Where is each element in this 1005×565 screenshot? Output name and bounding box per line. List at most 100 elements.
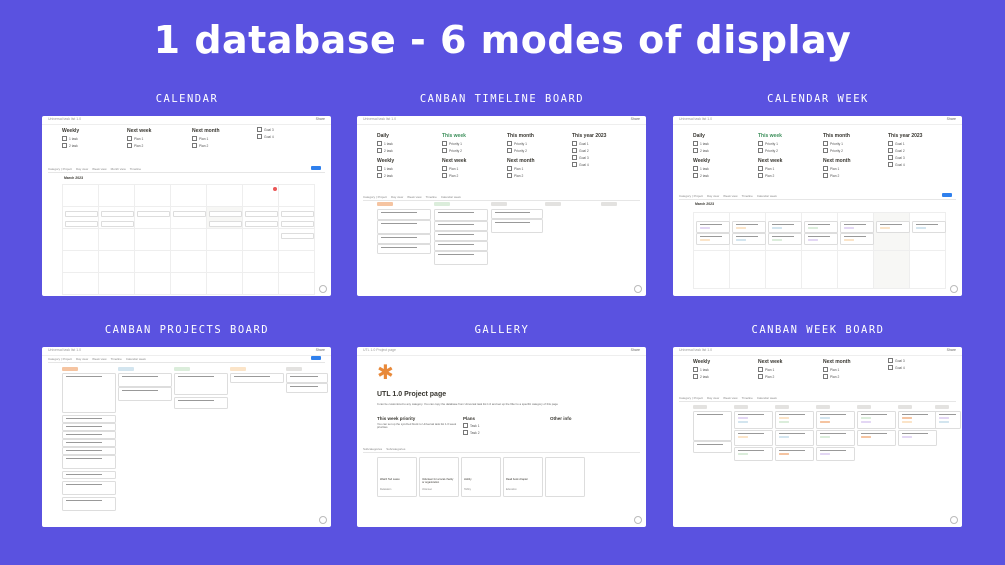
task-item[interactable]: 2 task [377,148,393,153]
task-card[interactable] [840,221,874,233]
task-card[interactable] [840,233,874,245]
task-card[interactable] [286,373,328,383]
help-icon[interactable] [950,516,958,524]
calendar-day-cell[interactable] [243,273,279,295]
calendar-day-cell[interactable] [279,207,315,229]
task-card[interactable] [696,233,730,245]
calendar-week-screenshot[interactable]: Universal task list 1.0 Share Daily 1 ta… [673,116,962,296]
priority-item[interactable]: Priority 2 [823,148,850,153]
gallery-tabs[interactable]: Subcategories Subcategories [363,446,640,453]
calendar-day-cell[interactable] [135,207,171,229]
calendar-day-cell[interactable] [243,185,279,207]
calendar-event-chip[interactable] [245,211,278,217]
plan-item[interactable]: Plan 1 [823,367,851,372]
share-button[interactable]: Share [315,117,325,121]
week-day-cell[interactable] [874,251,910,289]
task-card[interactable] [434,241,488,251]
view-tabs[interactable]: Category | Project Day view Week view Timel… [363,194,640,201]
projects-board[interactable] [42,365,331,525]
task-card[interactable] [377,234,431,244]
task-card[interactable] [118,387,172,401]
goal-item[interactable]: Goal 4 [888,162,922,167]
calendar-day-cell[interactable] [171,251,207,273]
new-button[interactable] [311,356,321,360]
task-item[interactable]: 2 task [693,374,710,379]
gallery-screenshot[interactable]: UTL 1.0 Project page Share ✱ UTL 1.0 Pro… [357,347,646,527]
task-card[interactable] [898,430,937,446]
week-day-cell[interactable] [766,251,802,289]
task-card[interactable] [62,423,116,431]
calendar-day-cell[interactable] [135,185,171,207]
goal-item[interactable]: Goal 2 [888,148,922,153]
task-card[interactable] [857,430,896,446]
task-card[interactable] [62,481,116,495]
plan-item[interactable]: Plan 1 [192,136,220,141]
goal-item[interactable]: Goal 3 [572,155,606,160]
share-button[interactable]: Share [315,348,325,352]
calendar-day-cell[interactable] [279,229,315,251]
task-card[interactable] [62,415,116,423]
task-item[interactable]: 1 task [693,367,710,372]
plan-item[interactable]: Plan 1 [823,166,851,171]
calendar-day-cell[interactable] [135,229,171,251]
projects-board-screenshot[interactable]: Universal task list 1.0 Share Category |… [42,347,331,527]
calendar-day-cell[interactable] [99,251,135,273]
help-icon[interactable] [319,516,327,524]
goal-item[interactable]: Goal 4 [572,162,606,167]
calendar-event-chip[interactable] [281,233,314,239]
calendar-day-cell[interactable] [63,273,99,295]
calendar-day-cell[interactable] [171,207,207,229]
task-card[interactable] [62,439,116,447]
calendar-event-chip[interactable] [209,221,242,227]
task-card[interactable] [434,251,488,265]
week-grid[interactable] [693,212,946,289]
plan-item[interactable]: Plan 1 [507,166,535,171]
calendar-day-cell[interactable] [63,251,99,273]
goal-item[interactable]: Goal 4 [257,134,274,139]
calendar-day-cell[interactable] [207,229,243,251]
plan-item[interactable]: Plan 2 [192,143,220,148]
task-card[interactable] [804,233,838,245]
calendar-day-cell[interactable] [99,229,135,251]
calendar-day-cell[interactable] [207,185,243,207]
calendar-day-cell[interactable] [63,185,99,207]
plan-item[interactable]: Plan 1 [758,166,782,171]
calendar-event-chip[interactable] [101,211,134,217]
view-tabs[interactable]: Category | Project Day view Week view Timel… [48,356,325,363]
task-card[interactable] [118,373,172,387]
goal-item[interactable]: Goal 3 [257,127,274,132]
task-card[interactable] [693,441,732,453]
new-button[interactable] [942,193,952,197]
share-button[interactable]: Share [630,348,640,352]
task-card[interactable] [935,411,961,429]
view-tabs[interactable]: Category | Project Day view Week view Timel… [679,395,956,402]
plan-item[interactable]: Task 1 [463,423,480,428]
priority-item[interactable]: Priority 2 [507,148,534,153]
help-icon[interactable] [634,285,642,293]
task-item[interactable]: 1 task [62,136,79,141]
task-item[interactable]: 1 task [377,166,394,171]
calendar-day-cell[interactable] [171,185,207,207]
task-card[interactable] [491,219,543,233]
calendar-day-cell[interactable] [243,207,279,229]
task-card[interactable] [734,430,773,446]
task-item[interactable]: 1 task [693,166,710,171]
task-card[interactable] [768,233,802,245]
priority-item[interactable]: Priority 1 [758,141,782,146]
task-card[interactable] [775,430,814,446]
calendar-day-cell[interactable] [279,251,315,273]
gallery-card[interactable]: Hobby Hobby [461,457,501,497]
calendar-day-cell[interactable] [135,251,171,273]
task-item[interactable]: 2 task [62,143,79,148]
task-card[interactable] [62,497,116,511]
plan-item[interactable]: Plan 2 [758,173,782,178]
priority-item[interactable]: Priority 2 [442,148,466,153]
calendar-day-cell[interactable] [207,273,243,295]
plan-item[interactable]: Plan 2 [127,143,151,148]
week-board-screenshot[interactable]: Universal task list 1.0 Share Weekly 1 t… [673,347,962,527]
task-card[interactable] [434,231,488,241]
task-card[interactable] [62,471,116,479]
calendar-event-chip[interactable] [173,211,206,217]
task-card[interactable] [816,430,855,446]
task-item[interactable]: 1 task [377,141,393,146]
